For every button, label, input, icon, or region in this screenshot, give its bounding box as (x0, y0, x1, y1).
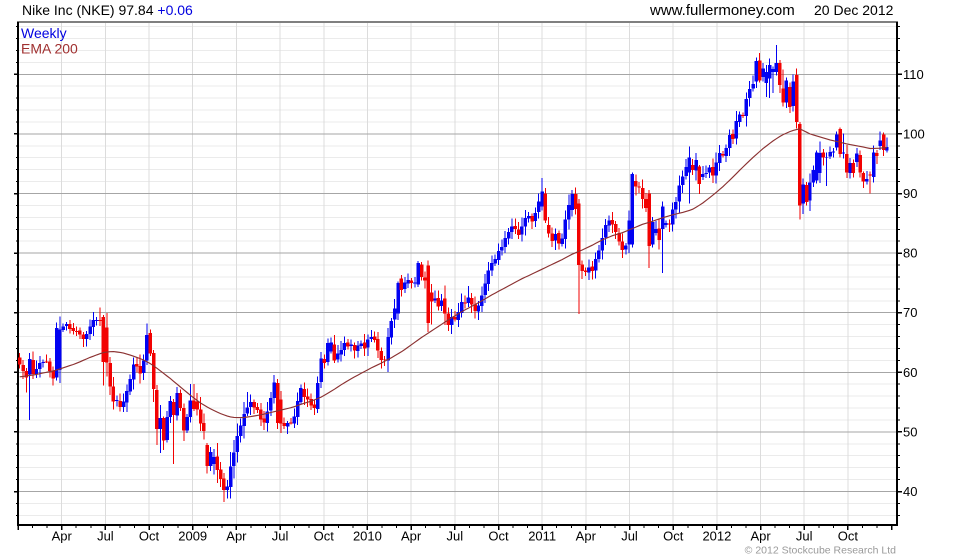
svg-text:2011: 2011 (528, 529, 556, 544)
svg-text:Oct: Oct (139, 529, 160, 544)
svg-text:110: 110 (903, 67, 924, 82)
svg-text:Jul: Jul (621, 529, 638, 544)
svg-text:Apr: Apr (576, 529, 597, 544)
svg-text:40: 40 (903, 484, 917, 499)
svg-text:2012: 2012 (702, 529, 731, 544)
svg-text:Oct: Oct (488, 529, 509, 544)
svg-text:Jul: Jul (97, 529, 114, 544)
svg-text:90: 90 (903, 186, 917, 201)
svg-text:Apr: Apr (401, 529, 422, 544)
svg-text:Oct: Oct (663, 529, 684, 544)
svg-text:2009: 2009 (178, 529, 207, 544)
svg-text:60: 60 (903, 365, 917, 380)
svg-text:100: 100 (903, 126, 925, 141)
svg-text:2010: 2010 (353, 529, 382, 544)
svg-text:Apr: Apr (226, 529, 247, 544)
svg-text:Weekly: Weekly (21, 25, 67, 41)
svg-text:Jul: Jul (272, 529, 289, 544)
svg-text:Nike Inc (NKE) 97.84 +0.06: Nike Inc (NKE) 97.84 +0.06 (22, 2, 193, 18)
svg-text:80: 80 (903, 246, 917, 261)
svg-text:Apr: Apr (52, 529, 73, 544)
svg-text:Oct: Oct (838, 529, 859, 544)
svg-text:Oct: Oct (314, 529, 335, 544)
svg-text:50: 50 (903, 424, 917, 439)
svg-text:EMA 200: EMA 200 (21, 41, 78, 57)
svg-text:Jul: Jul (446, 529, 463, 544)
svg-text:Apr: Apr (750, 529, 771, 544)
svg-text:www.fullermoney.com: www.fullermoney.com (649, 2, 795, 19)
svg-text:Jul: Jul (796, 529, 813, 544)
svg-text:20 Dec 2012: 20 Dec 2012 (814, 2, 894, 18)
svg-text:70: 70 (903, 305, 917, 320)
svg-text:© 2012 Stockcube Research Ltd: © 2012 Stockcube Research Ltd (745, 545, 896, 557)
